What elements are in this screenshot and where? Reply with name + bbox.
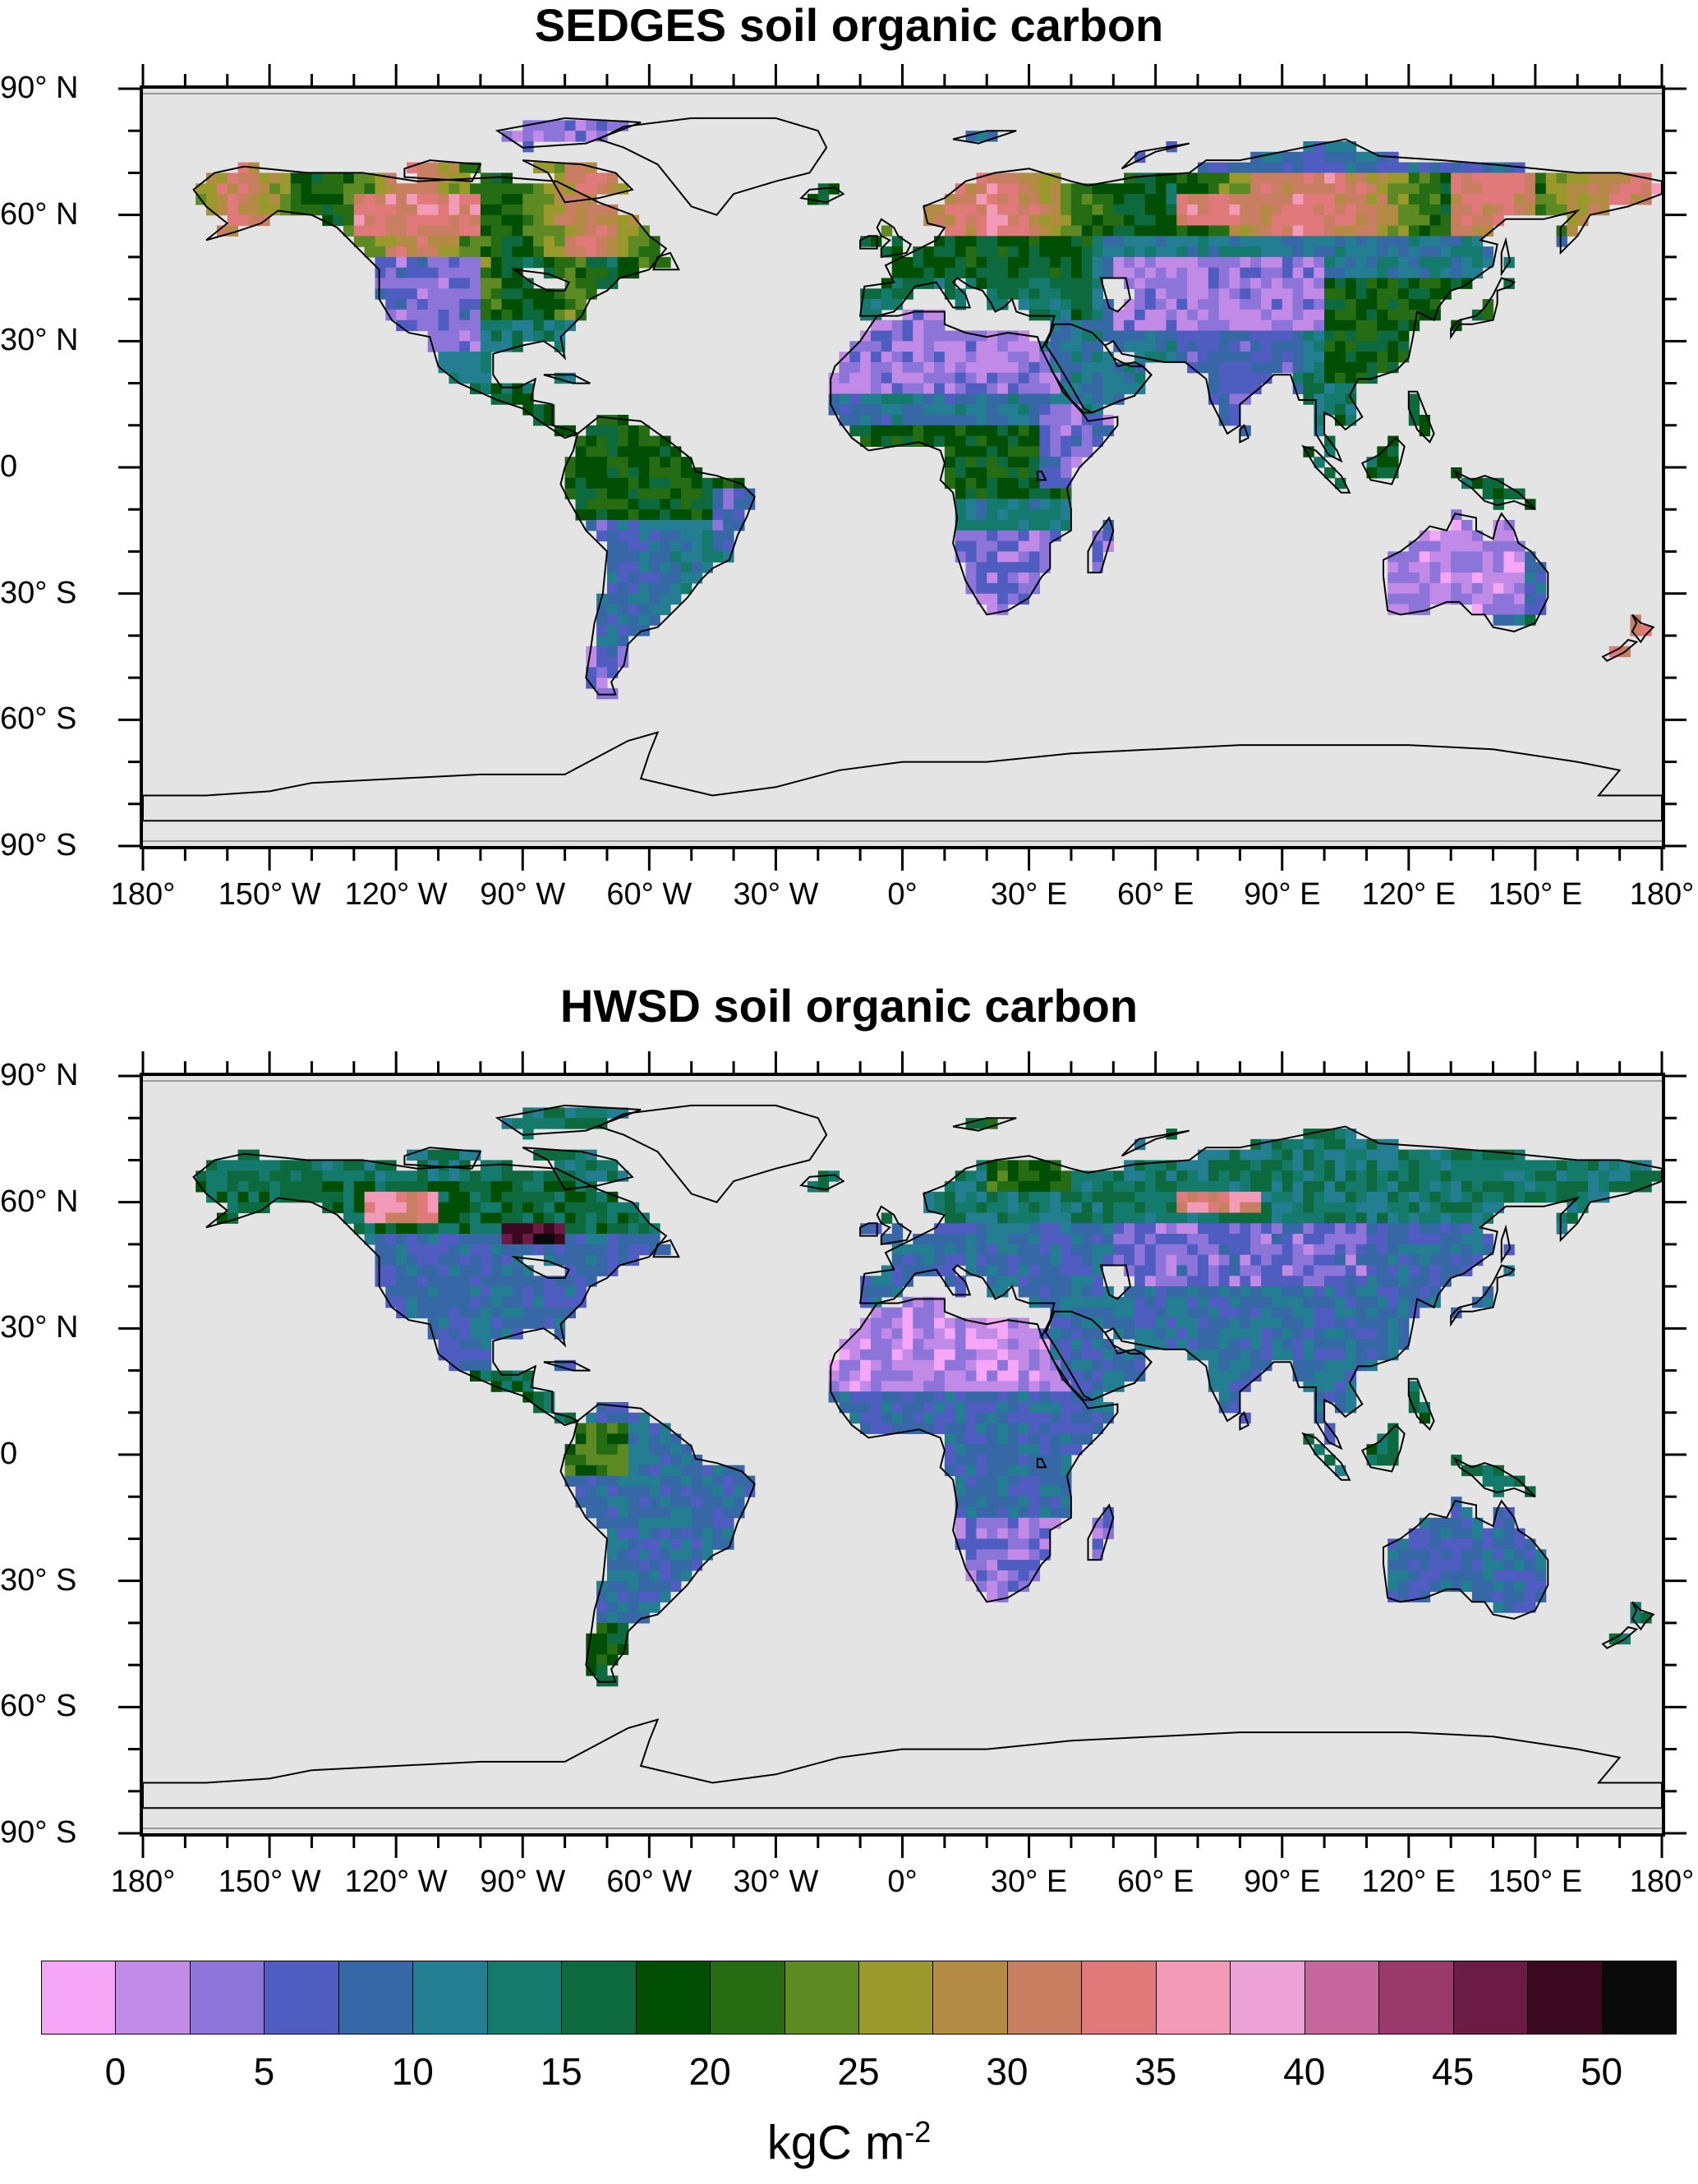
lon-label: 120° W (344, 1864, 448, 1899)
colorbar-swatch (264, 1961, 339, 2035)
lat-label: 0 (0, 1437, 18, 1471)
colorbar-swatch (784, 1961, 859, 2035)
lat-label: 90° S (0, 828, 77, 862)
colorbar-tick-label: 5 (253, 2050, 275, 2093)
lon-label: 90° W (480, 1864, 566, 1899)
colorbar-tick-label: 30 (986, 2050, 1028, 2093)
lat-label: 90° N (0, 1058, 79, 1092)
map-panel-1 (140, 85, 1665, 849)
colorbar-swatch (1304, 1961, 1380, 2035)
colorbar-swatch (1378, 1961, 1454, 2035)
colorbar-tick-label: 40 (1283, 2050, 1326, 2093)
lon-label: 180° (1629, 1864, 1695, 1899)
colorbar-swatch (932, 1961, 1008, 2035)
soil-carbon-cells (196, 1107, 1662, 1687)
soil-carbon-cells (196, 120, 1662, 700)
lon-label: 90° E (1244, 877, 1321, 912)
colorbar-swatch (1006, 1961, 1083, 2035)
colorbar-tick-label: 0 (104, 2050, 127, 2093)
colorbar-swatch (1230, 1961, 1305, 2035)
colorbar-swatch (635, 1961, 711, 2035)
lon-label: 30° E (990, 1864, 1068, 1899)
lon-label: 30° W (733, 877, 819, 912)
pole-lines (143, 93, 1662, 842)
lat-label: 30° N (0, 323, 79, 358)
colorbar-swatch (858, 1961, 934, 2035)
panel-title-1: SEDGES soil organic carbon (534, 0, 1164, 51)
lon-label: 30° E (990, 877, 1068, 912)
lat-label: 30° S (0, 1562, 77, 1598)
colorbar-tick-label: 20 (688, 2050, 731, 2093)
colorbar-swatch (1081, 1961, 1157, 2035)
colorbar-tick-label: 35 (1134, 2050, 1177, 2093)
colorbar-swatch (41, 1961, 117, 2035)
panel-title-2: HWSD soil organic carbon (559, 980, 1139, 1032)
lon-label: 90° E (1244, 1864, 1321, 1899)
lon-label: 60° E (1116, 877, 1194, 912)
pole-lines (143, 1080, 1662, 1829)
lon-label: 150° W (218, 877, 321, 912)
lat-label: 60° S (0, 1689, 77, 1724)
lon-label: 60° E (1116, 1864, 1194, 1899)
colorbar-swatch (338, 1961, 414, 2035)
axis-ticks-2 (118, 1051, 1686, 1858)
map-svg-2 (143, 1080, 1662, 1829)
map-svg-1 (143, 93, 1662, 842)
lat-label: 30° S (0, 575, 77, 610)
lon-label: 0° (887, 877, 918, 912)
lon-label: 60° W (606, 1864, 693, 1899)
colorbar-tick-label: 50 (1580, 2050, 1623, 2093)
lat-label: 90° N (0, 71, 79, 105)
lon-label: 90° W (480, 877, 566, 912)
lat-label: 90° S (0, 1815, 77, 1850)
lon-label: 180° (110, 877, 176, 912)
colorbar-tick-label: 15 (540, 2050, 582, 2093)
colorbar-unit: kgC m-2 (766, 2115, 932, 2170)
colorbar-tick-label: 25 (837, 2050, 880, 2093)
lat-label: 60° S (0, 701, 77, 737)
colorbar-swatch (1601, 1961, 1677, 2035)
colorbar-swatch (189, 1961, 265, 2035)
lat-label: 30° N (0, 1310, 79, 1345)
colorbar-swatch (1155, 1961, 1231, 2035)
colorbar-swatch (412, 1961, 488, 2035)
lon-label: 0° (887, 1864, 918, 1899)
lon-label: 150° E (1488, 877, 1583, 912)
colorbar-swatch (561, 1961, 637, 2035)
lon-label: 120° E (1361, 1864, 1456, 1899)
colorbar-tick-label: 45 (1432, 2050, 1475, 2093)
colorbar-swatch (710, 1961, 785, 2035)
lon-label: 150° E (1488, 1864, 1583, 1899)
colorbar-swatch (486, 1961, 563, 2035)
lat-label: 60° N (0, 196, 79, 232)
lon-label: 180° (110, 1864, 176, 1899)
coastlines (143, 1104, 1662, 1809)
lon-label: 180° (1629, 877, 1695, 912)
lat-label: 0 (0, 449, 18, 484)
colorbar-swatch (115, 1961, 191, 2035)
lon-label: 150° W (218, 1864, 321, 1899)
colorbar-tick-label: 10 (391, 2050, 434, 2093)
lon-label: 120° E (1361, 877, 1456, 912)
lon-label: 60° W (606, 877, 693, 912)
lon-label: 30° W (733, 1864, 819, 1899)
lon-label: 120° W (344, 877, 448, 912)
colorbar-swatch (1527, 1961, 1603, 2035)
lat-label: 60° N (0, 1184, 79, 1219)
colorbar-swatch (1452, 1961, 1529, 2035)
axis-ticks-1 (118, 64, 1686, 871)
coastlines (143, 117, 1662, 822)
map-panel-2 (140, 1073, 1665, 1837)
